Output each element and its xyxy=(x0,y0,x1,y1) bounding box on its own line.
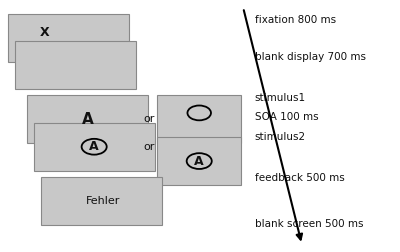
Bar xyxy=(157,95,241,143)
Text: stimulus2: stimulus2 xyxy=(255,132,306,142)
Bar xyxy=(27,95,148,143)
Text: blank screen 500 ms: blank screen 500 ms xyxy=(255,218,363,229)
Bar xyxy=(41,177,162,225)
Text: A: A xyxy=(89,140,99,153)
Text: or: or xyxy=(143,142,155,152)
Text: A: A xyxy=(194,154,204,168)
Text: or: or xyxy=(143,114,155,124)
Text: A: A xyxy=(82,112,94,127)
Bar xyxy=(157,137,241,185)
Text: SOA 100 ms: SOA 100 ms xyxy=(255,112,318,122)
Text: fixation 800 ms: fixation 800 ms xyxy=(255,15,336,25)
Text: stimulus1: stimulus1 xyxy=(255,92,306,103)
Bar xyxy=(15,41,136,89)
Text: X: X xyxy=(39,26,49,39)
Text: Fehler: Fehler xyxy=(86,196,120,206)
Text: feedback 500 ms: feedback 500 ms xyxy=(255,173,345,183)
Bar xyxy=(8,14,130,62)
Text: blank display 700 ms: blank display 700 ms xyxy=(255,52,366,62)
Bar xyxy=(34,123,155,171)
